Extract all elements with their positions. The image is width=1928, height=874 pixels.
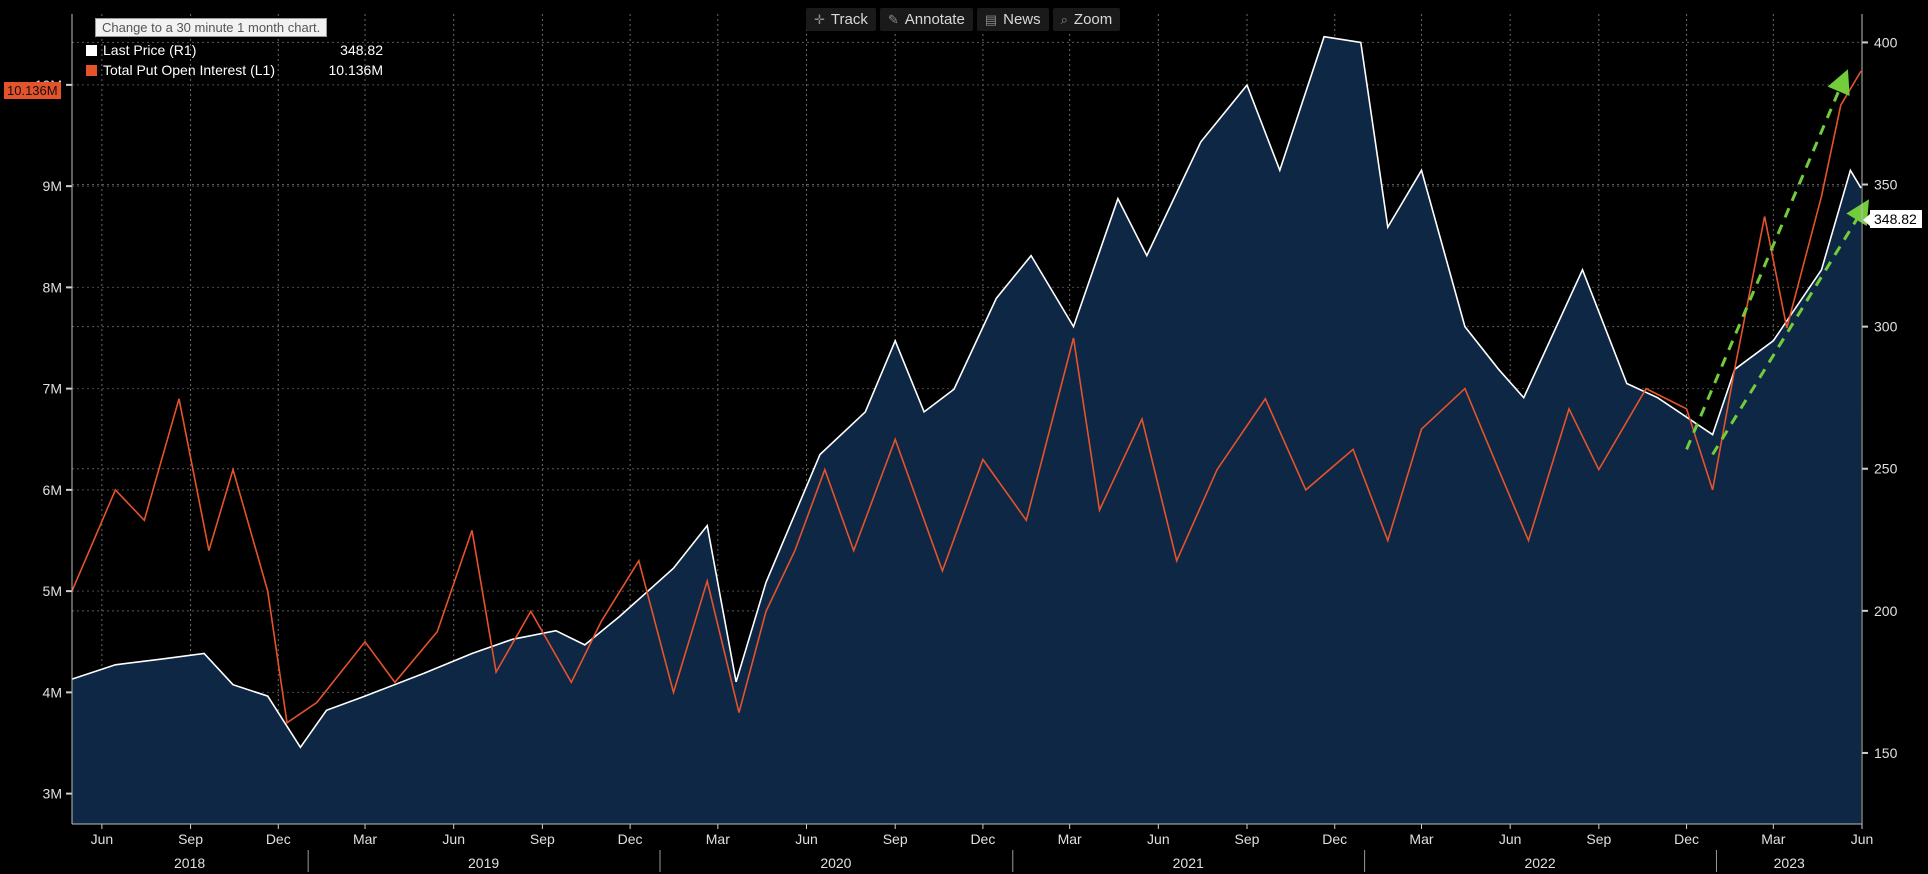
pencil-icon: ✎ — [887, 11, 899, 27]
x-tick-label: Dec — [618, 831, 643, 847]
y-left-tick-label: 7M — [43, 381, 62, 397]
legend-label: Last Price (R1) — [103, 42, 197, 58]
x-year-label: 2020 — [820, 855, 851, 871]
x-tick-label: Dec — [970, 831, 995, 847]
y-right-tick-label: 250 — [1874, 461, 1898, 477]
x-tick-label: Jun — [795, 831, 818, 847]
zoom-label: Zoom — [1073, 11, 1113, 28]
last-value-tag-right: 348.82 — [1863, 210, 1922, 228]
series-line-put-open-interest — [71, 70, 1862, 725]
x-tick-label: Jun — [91, 831, 114, 847]
legend-value: 348.82 — [340, 42, 383, 58]
y-left-tick-label: 8M — [43, 279, 62, 295]
x-tick-label: Jun — [1499, 831, 1522, 847]
x-tick-label: Mar — [353, 831, 377, 847]
legend-label: Total Put Open Interest (L1) — [103, 62, 275, 78]
last-value-tag-left: 10.136M — [4, 82, 61, 99]
annotate-label: Annotate — [904, 11, 965, 28]
price-area — [72, 36, 1862, 824]
news-button[interactable]: ▤ News — [976, 8, 1049, 31]
trend-arrows — [1685, 69, 1869, 456]
chart-legend: Last Price (R1) 348.82 Total Put Open In… — [86, 40, 383, 80]
trend-arrow — [1711, 199, 1869, 456]
x-year-label: 2019 — [468, 855, 499, 871]
x-tick-label: Mar — [706, 831, 730, 847]
y-right-tick-label: 300 — [1874, 319, 1898, 335]
x-tick-label: Mar — [1409, 831, 1433, 847]
price-area-fill — [72, 36, 1862, 824]
x-tick-label: Dec — [1674, 831, 1699, 847]
track-label: Track — [830, 11, 868, 28]
y-right-tick-label: 200 — [1874, 603, 1898, 619]
chart-tooltip: Change to a 30 minute 1 month chart. — [95, 18, 328, 37]
x-tick-label: Dec — [1322, 831, 1347, 847]
x-year-label: 2022 — [1524, 855, 1555, 871]
x-year-label: 2021 — [1173, 855, 1204, 871]
x-tick-label: Jun — [1851, 831, 1874, 847]
zoom-button[interactable]: ⌕ Zoom — [1052, 8, 1121, 31]
trend-arrow — [1685, 69, 1850, 450]
x-tick-label: Sep — [1586, 831, 1611, 847]
x-tick-label: Dec — [266, 831, 291, 847]
x-tick-label: Jun — [1147, 831, 1170, 847]
legend-swatch-orange — [86, 64, 97, 76]
x-tick-label: Sep — [1235, 831, 1260, 847]
x-tick-label: Jun — [442, 831, 465, 847]
chart-toolbar: ✛ Track ✎ Annotate ▤ News ⌕ Zoom — [806, 8, 1121, 31]
x-year-label: 2018 — [174, 855, 205, 871]
legend-swatch-white — [86, 44, 97, 56]
x-tick-label: Sep — [883, 831, 908, 847]
annotate-button[interactable]: ✎ Annotate — [879, 8, 973, 31]
x-year-label: 2023 — [1774, 855, 1805, 871]
x-tick-label: Mar — [1058, 831, 1082, 847]
y-left-tick-label: 6M — [43, 482, 62, 498]
legend-entry-put-oi[interactable]: Total Put Open Interest (L1) 10.136M — [86, 60, 383, 80]
series-lines — [71, 35, 1862, 749]
y-left-tick-label: 4M — [43, 684, 62, 700]
crosshair-icon: ✛ — [814, 11, 825, 27]
y-right-tick-label: 400 — [1874, 34, 1898, 50]
y-right-tick-label: 150 — [1874, 745, 1898, 761]
axes: Jun Sep Dec Mar Jun Sep Dec Mar Jun Sep Dec Mar Jun S… — [35, 14, 1898, 872]
legend-entry-last-price[interactable]: Last Price (R1) 348.82 — [86, 40, 383, 60]
track-button[interactable]: ✛ Track — [806, 8, 876, 31]
y-left-tick-label: 9M — [43, 178, 62, 194]
x-tick-label: Sep — [178, 831, 203, 847]
y-left-tick-label: 5M — [43, 583, 62, 599]
news-label: News — [1003, 11, 1041, 28]
legend-value: 10.136M — [328, 62, 383, 78]
y-right-tick-label: 350 — [1874, 177, 1898, 193]
magnifier-icon: ⌕ — [1060, 11, 1068, 27]
x-tick-label: Mar — [1761, 831, 1785, 847]
x-tick-label: Sep — [530, 831, 555, 847]
y-left-tick-label: 3M — [43, 786, 62, 802]
news-icon: ▤ — [984, 11, 998, 27]
series-line-last-price — [71, 35, 1862, 749]
